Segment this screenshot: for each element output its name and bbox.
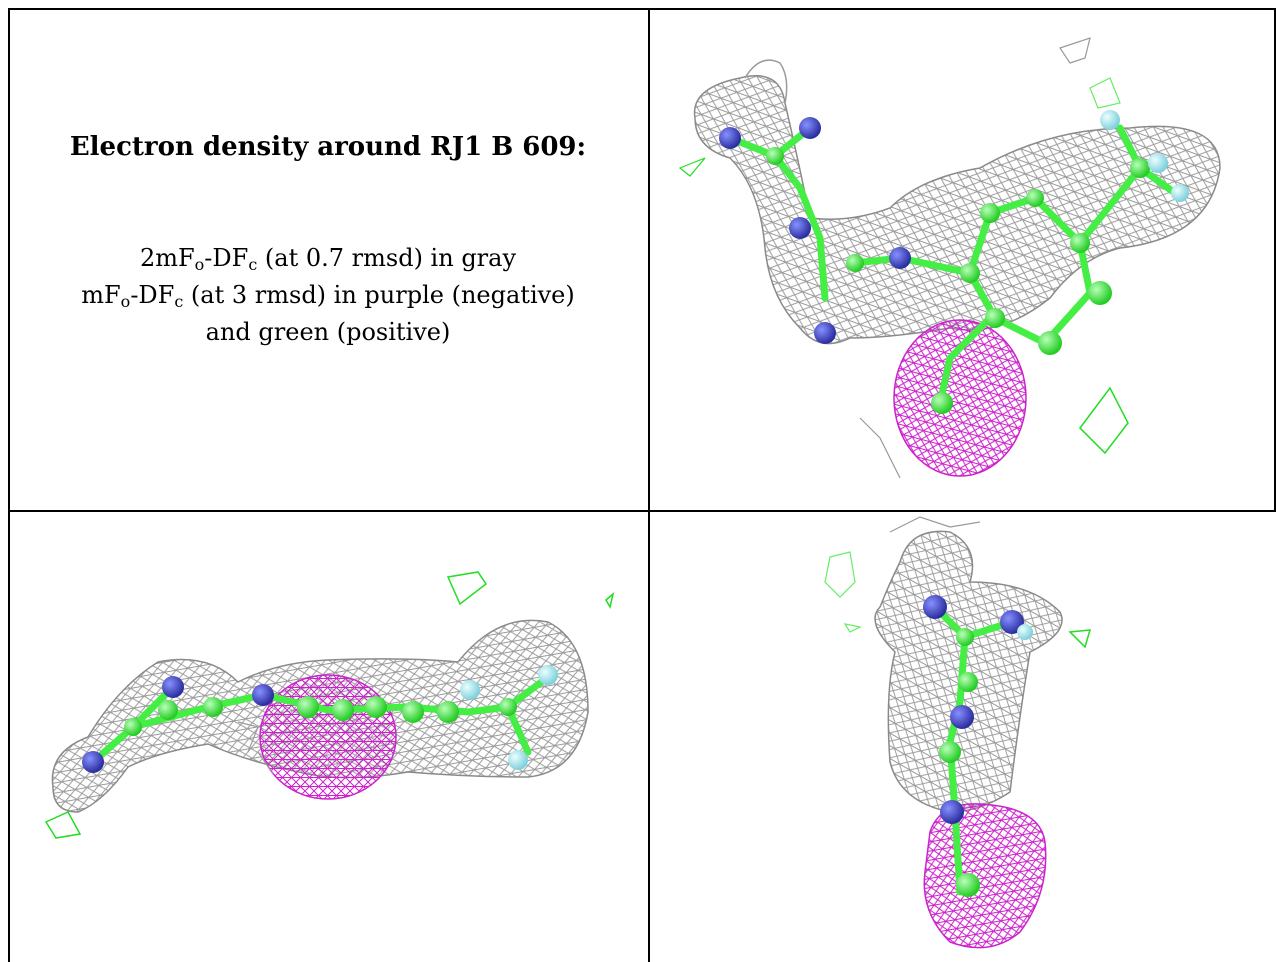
caption-cell: Electron density around RJ1 B 609: 2mFo-…	[8, 8, 648, 510]
caption-line-fofc: mFo-DFc (at 3 rmsd) in purple (negative)	[81, 281, 575, 311]
density-view-3	[824, 516, 1092, 949]
green-mesh	[824, 551, 856, 598]
gray-mesh	[874, 530, 1063, 813]
gray-mesh	[693, 75, 1221, 345]
divider	[8, 8, 10, 962]
view-bottom-left	[8, 512, 648, 962]
green-mesh	[1079, 386, 1129, 455]
purple-mesh	[893, 319, 1027, 477]
divider	[8, 8, 1276, 10]
ligand-atoms	[719, 110, 1189, 414]
density-view-1	[678, 37, 1221, 479]
caption-line-2fofc: 2mFo-DFc (at 0.7 rmsd) in gray	[139, 244, 517, 274]
purple-mesh	[259, 674, 397, 800]
purple-mesh	[923, 803, 1047, 949]
ligand-atoms	[923, 595, 1033, 897]
view-top-right	[650, 8, 1276, 510]
caption-description: 2mFo-DFc (at 0.7 rmsd) in gray mFo-DFc (…	[8, 240, 648, 351]
ligand-bonds	[726, 124, 1179, 407]
caption-heading: Electron density around RJ1 B 609:	[69, 132, 587, 162]
view-bottom-right	[650, 512, 1276, 962]
ligand-atoms	[82, 665, 558, 773]
divider	[8, 510, 1276, 512]
divider	[648, 8, 650, 962]
density-view-2	[44, 571, 615, 839]
caption-line-colors: and green (positive)	[205, 318, 451, 346]
divider	[1274, 8, 1276, 510]
green-mesh	[446, 571, 488, 606]
